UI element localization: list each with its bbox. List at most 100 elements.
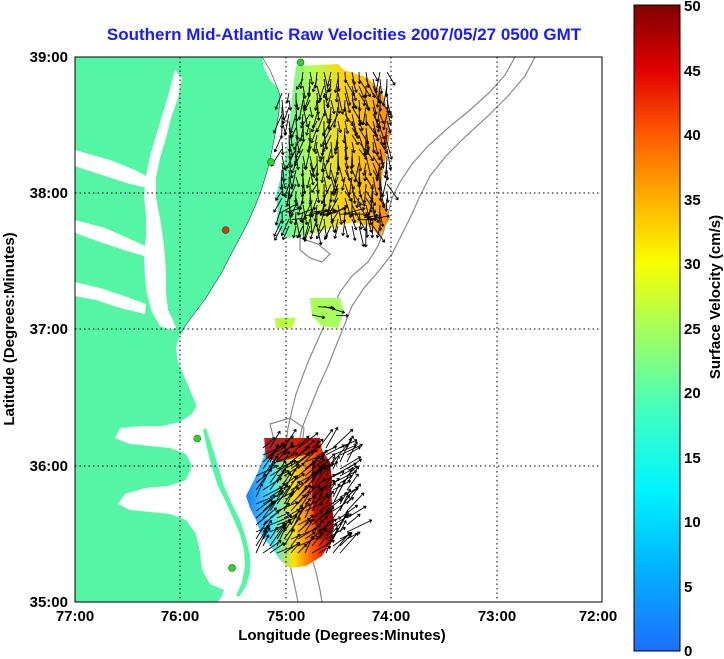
velocity-vector <box>340 176 346 191</box>
velocity-vector <box>334 85 339 103</box>
velocity-vector <box>305 120 311 136</box>
outer-banks <box>203 428 250 596</box>
colorbar-tick-label: 30 <box>684 256 701 273</box>
velocity-vector <box>274 225 283 241</box>
velocity-vector <box>311 493 322 512</box>
velocity-vector <box>365 155 373 177</box>
velocity-vector <box>333 205 349 214</box>
velocity-vector <box>255 507 278 526</box>
velocity-vector <box>372 127 380 142</box>
bay-tributary-3 <box>75 282 146 314</box>
velocity-vector <box>255 529 268 554</box>
velocity-vector <box>274 92 283 110</box>
velocity-vector <box>372 211 380 224</box>
velocity-vector <box>375 225 381 239</box>
velocity-vector <box>379 211 385 227</box>
velocity-vector <box>320 148 325 160</box>
velocity-vector <box>376 120 381 133</box>
velocity-vector <box>280 183 285 197</box>
velocity-vector <box>311 467 328 491</box>
velocity-vector <box>351 225 357 241</box>
y-tick-labels: 39:00 38:00 37:00 36:00 35:00 <box>30 49 68 611</box>
velocity-vector <box>337 99 341 114</box>
velocity-vector <box>339 504 359 519</box>
velocity-vector <box>332 531 351 554</box>
radar-station-marker <box>193 434 202 443</box>
velocity-vector <box>285 206 303 213</box>
velocity-vector <box>297 99 304 120</box>
velocity-vector <box>276 444 295 456</box>
velocity-vector <box>269 469 285 491</box>
velocity-vector <box>262 534 270 547</box>
velocity-vector <box>313 141 318 155</box>
hf-radar-stations <box>193 58 305 572</box>
velocity-vector <box>311 78 318 93</box>
velocity-vector <box>297 485 314 505</box>
bay-tributary-2 <box>75 220 145 256</box>
velocity-vector <box>351 85 358 102</box>
plot-frame <box>74 56 603 603</box>
velocity-vector <box>344 120 350 135</box>
x-tick-label: 72:00 <box>579 608 617 625</box>
velocity-vector <box>273 134 283 153</box>
velocity-vector <box>379 78 384 95</box>
x-axis-label: Longitude (Degrees:Minutes) <box>238 627 446 644</box>
velocity-vector <box>369 214 390 220</box>
velocity-vector <box>276 452 299 463</box>
velocity-vector <box>339 532 359 554</box>
velocity-vector <box>386 120 392 134</box>
velocity-vector <box>290 484 311 505</box>
velocity-vector <box>302 106 310 128</box>
velocity-vector <box>283 472 292 484</box>
colorbar-tick-label: 45 <box>684 63 701 80</box>
velocity-vector <box>325 456 336 477</box>
velocity-vector <box>376 106 381 123</box>
velocity-vector <box>318 529 332 547</box>
velocity-vector <box>358 78 371 98</box>
velocity-vector <box>379 113 385 124</box>
velocity-vector <box>262 501 275 519</box>
velocity-vector <box>363 169 367 182</box>
velocity-vector <box>288 162 294 179</box>
velocity-vector <box>384 197 389 212</box>
radar-station-marker <box>267 158 275 166</box>
y-axis-label: Latitude (Degrees:Minutes) <box>1 232 18 425</box>
velocity-vector <box>386 99 393 119</box>
velocity-vector <box>346 435 354 449</box>
velocity-vector <box>330 99 336 115</box>
velocity-vector <box>303 225 311 242</box>
velocity-vector <box>379 155 385 169</box>
velocity-vector <box>346 519 373 533</box>
velocity-vector <box>381 176 388 198</box>
velocity-vector <box>311 162 318 177</box>
velocity-vector <box>295 155 300 171</box>
velocity-vector <box>326 71 332 87</box>
velocity-vector <box>297 432 319 449</box>
colorbar-tick-label: 40 <box>684 127 701 144</box>
velocity-vector <box>288 127 294 147</box>
velocity-vector <box>262 455 279 477</box>
velocity-vector <box>283 517 301 540</box>
velocity-vector <box>332 455 340 470</box>
radar-station-marker <box>296 58 305 67</box>
velocity-vector <box>358 190 366 207</box>
velocity-vector <box>379 197 386 209</box>
velocity-vector <box>311 510 324 519</box>
velocity-vector <box>289 183 297 198</box>
velocity-vector <box>290 446 311 463</box>
velocity-vector <box>269 514 293 526</box>
velocity-vector <box>262 527 271 540</box>
velocity-vector <box>346 473 359 491</box>
velocity-vector <box>315 225 325 240</box>
velocity-vector <box>269 542 285 554</box>
velocity-vector <box>262 540 282 554</box>
velocity-vector <box>365 99 371 112</box>
y-tick-label: 37:00 <box>30 321 68 338</box>
velocity-vector <box>269 523 286 547</box>
velocity-vector <box>344 85 352 106</box>
velocity-vector <box>325 527 339 554</box>
velocity-vector <box>288 211 293 225</box>
velocity-vector <box>325 426 339 449</box>
velocity-vector <box>276 501 299 512</box>
colorbar-tick-label: 50 <box>684 0 701 15</box>
